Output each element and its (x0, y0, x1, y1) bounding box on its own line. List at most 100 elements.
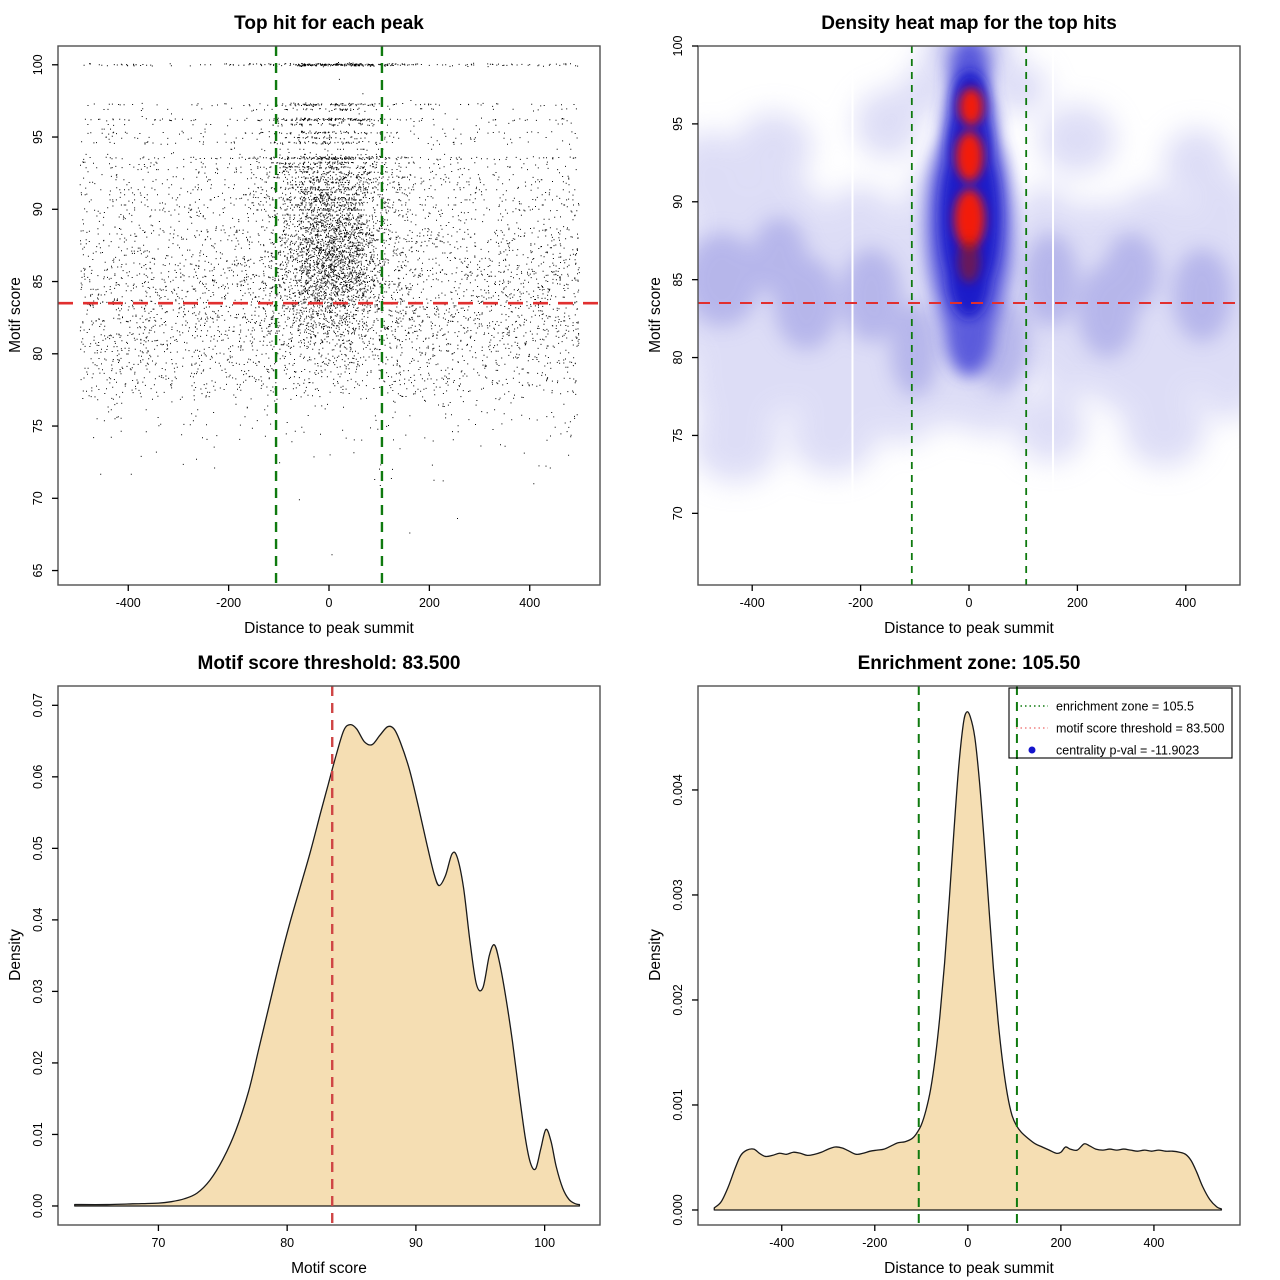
x-tick-label: 90 (409, 1236, 423, 1250)
x-tick-label: 200 (1050, 1236, 1071, 1250)
y-tick-label: 0.01 (31, 1122, 45, 1146)
y-tick-label: 0.07 (31, 693, 45, 717)
axis-ticks: 70 80 90 100 0.00 0.01 0.02 0.03 0.04 0.05 0.06 0.0… (31, 693, 555, 1250)
y-tick-label: 0.000 (671, 1194, 685, 1225)
density-blob (841, 248, 902, 342)
heatmap-plot: Density heat map for the top hits Distan… (647, 13, 1241, 637)
density-blob (954, 189, 985, 249)
density-blob (790, 396, 877, 475)
y-tick-label: 80 (31, 347, 45, 361)
density-blob (1172, 248, 1232, 342)
reference-lines (58, 46, 600, 585)
plot-content (74, 686, 581, 1225)
reference-lines (917, 686, 1018, 1225)
x-tick-label: -200 (848, 596, 873, 610)
x-tick-label: 0 (964, 1236, 971, 1250)
legend-label: enrichment zone = 105.5 (1056, 700, 1194, 714)
chart-title: Motif score threshold: 83.500 (198, 653, 461, 674)
plot-content (698, 46, 1240, 585)
plot-content (58, 46, 600, 585)
x-tick-label: 0 (326, 596, 333, 610)
y-tick-label: 0.001 (671, 1089, 685, 1120)
panel-density-heatmap: Density heat map for the top hits Distan… (640, 0, 1280, 640)
x-tick-label: -400 (740, 596, 765, 610)
y-tick-label: 100 (31, 54, 45, 75)
y-tick-label: 95 (31, 130, 45, 144)
density-blob (1023, 232, 1078, 327)
x-tick-label: 200 (1067, 596, 1088, 610)
heat-layer-core-red (954, 88, 985, 249)
x-axis-label: Distance to peak summit (884, 620, 1054, 637)
y-tick-label: 95 (671, 117, 685, 131)
x-tick-label: -400 (116, 596, 141, 610)
y-tick-label: 0.03 (31, 979, 45, 1003)
density-blob (1015, 393, 1086, 462)
y-tick-label: 70 (31, 491, 45, 505)
scatter-plot: Top hit for each peak Distance to peak s… (7, 13, 601, 637)
y-tick-label: 75 (671, 428, 685, 442)
density-blob (698, 131, 747, 226)
y-tick-label: 0.02 (31, 1051, 45, 1075)
plot-frame (697, 685, 1241, 1226)
y-tick-label: 0.00 (31, 1194, 45, 1218)
density-blob (752, 217, 807, 296)
x-tick-label: 70 (151, 1236, 165, 1250)
y-tick-label: 100 (671, 36, 685, 57)
chart-title: Top hit for each peak (234, 13, 424, 34)
plot-content (713, 686, 1223, 1225)
y-tick-label: 0.06 (31, 765, 45, 789)
legend-label: motif score threshold = 83.500 (1056, 722, 1225, 736)
density-blob (1039, 105, 1116, 174)
y-axis-label: Motif score (7, 277, 24, 353)
density-curve (74, 723, 581, 1207)
chart-title: Density heat map for the top hits (821, 13, 1117, 34)
density-blob (958, 239, 980, 283)
y-tick-label: 0.003 (671, 879, 685, 910)
axis-ticks: -400 -200 0 200 400 0.000 0.001 0.002 0.003 0.004 (671, 774, 1164, 1250)
y-tick-label: 75 (31, 419, 45, 433)
x-tick-label: 400 (1175, 596, 1196, 610)
legend-blue-dot-swatch (1028, 746, 1036, 754)
legend-label: centrality p-val = -11.9023 (1056, 744, 1199, 758)
x-axis-label: Motif score (291, 1260, 367, 1277)
density-blob (1164, 128, 1230, 198)
y-tick-label: 0.004 (671, 774, 685, 805)
y-tick-label: 85 (31, 275, 45, 289)
x-tick-label: -400 (769, 1236, 794, 1250)
y-tick-label: 70 (671, 506, 685, 520)
motif-score-density-plot: Motif score threshold: 83.500 Motif scor… (7, 653, 601, 1277)
density-curve (713, 711, 1223, 1211)
density-blob (698, 404, 780, 483)
x-axis-label: Distance to peak summit (884, 1260, 1054, 1277)
density-blob (735, 112, 812, 182)
axis-ticks: -400 -200 0 200 400 70 75 80 85 90 95 100 (671, 36, 1196, 610)
y-tick-label: 0.04 (31, 908, 45, 932)
x-tick-label: 400 (519, 596, 540, 610)
y-axis-label: Motif score (647, 277, 664, 353)
density-blob (1104, 232, 1159, 311)
legend: enrichment zone = 105.5 motif score thres… (1008, 687, 1233, 759)
y-axis-label: Density (647, 929, 664, 981)
y-tick-label: 65 (31, 564, 45, 578)
plot-frame (57, 685, 601, 1226)
y-tick-label: 85 (671, 273, 685, 287)
density-blob (901, 63, 961, 113)
x-tick-label: 200 (419, 596, 440, 610)
density-blob (955, 131, 984, 182)
panel-enrichment-zone-density: Enrichment zone: 105.50 Distance to peak… (640, 640, 1280, 1280)
axis-ticks: -400 -200 0 200 400 65 70 75 80 85 90 95 100 (31, 54, 540, 610)
x-tick-label: 100 (534, 1236, 555, 1250)
y-tick-label: 90 (31, 202, 45, 216)
y-tick-label: 90 (671, 195, 685, 209)
density-blob (987, 63, 1048, 113)
density-blob (855, 89, 921, 159)
heat-layer-core-darkred (958, 239, 980, 283)
reference-lines (698, 46, 1240, 585)
panel-scatter-top-hits: Top hit for each peak Distance to peak s… (0, 0, 640, 640)
x-tick-label: -200 (216, 596, 241, 610)
density-blob (1123, 388, 1205, 467)
panel-motif-score-density: Motif score threshold: 83.500 Motif scor… (0, 640, 640, 1280)
x-tick-label: 80 (280, 1236, 294, 1250)
x-axis-label: Distance to peak summit (244, 620, 414, 637)
x-tick-label: -200 (862, 1236, 887, 1250)
